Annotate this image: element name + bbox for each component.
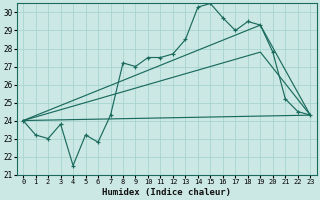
X-axis label: Humidex (Indice chaleur): Humidex (Indice chaleur) (102, 188, 231, 197)
